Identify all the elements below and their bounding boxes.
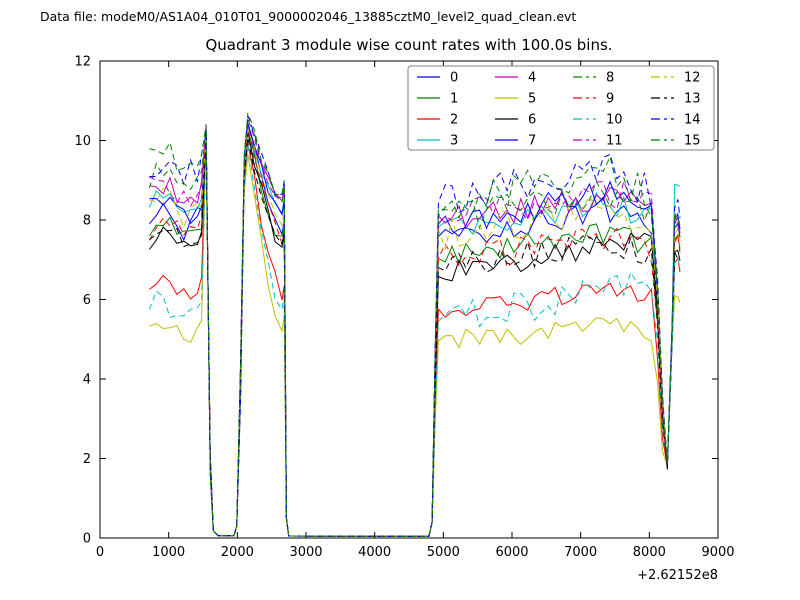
x-tick-label-6000: 6000 [495,545,528,560]
legend-label-12: 12 [684,71,701,86]
legend-label-2: 2 [450,113,458,128]
legend-label-0: 0 [450,71,458,86]
legend-label-10: 10 [606,113,623,128]
y-tick-label-12: 12 [74,55,91,70]
y-tick-label-10: 10 [74,134,91,149]
x-tick-label-9000: 9000 [701,545,734,560]
legend-label-9: 9 [606,92,614,107]
series-line-15 [149,112,681,537]
x-tick-label-5000: 5000 [427,545,460,560]
legend-label-4: 4 [528,71,536,86]
y-tick-label-4: 4 [83,373,91,388]
legend-box [407,65,715,151]
data-file-header: Data file: modeM0/AS1A04_010T01_90000020… [40,9,576,24]
y-tick-label-6: 6 [83,293,91,308]
y-tick-label-0: 0 [83,532,91,547]
x-tick-label-8000: 8000 [633,545,666,560]
legend-label-1: 1 [450,92,458,107]
series-line-14 [149,115,681,537]
legend-label-5: 5 [528,92,536,107]
x-tick-label-3000: 3000 [289,545,322,560]
series-lines [148,112,681,537]
legend-label-11: 11 [606,134,623,149]
legend-label-7: 7 [528,134,536,149]
legend-label-13: 13 [684,92,701,107]
chart-title: Quadrant 3 module wise count rates with … [205,36,612,54]
legend-label-3: 3 [450,134,458,149]
x-tick-label-4000: 4000 [358,545,391,560]
x-axis-offset-label: +2.62152e8 [637,568,718,583]
y-tick-label-8: 8 [83,214,91,229]
series-line-13 [149,136,681,537]
legend-label-6: 6 [528,113,536,128]
legend-label-14: 14 [684,113,701,128]
y-tick-label-2: 2 [83,452,91,467]
x-tick-label-7000: 7000 [564,545,597,560]
x-tick-label-2000: 2000 [221,545,254,560]
series-line-11 [149,118,681,537]
legend-label-8: 8 [606,71,614,86]
x-tick-label-0: 0 [96,545,104,560]
axis-ticks: 0 1000 2000 3000 4000 5000 6000 7000 8000 9000 0 2 4… [74,55,734,561]
legend-label-15: 15 [684,134,701,149]
x-tick-label-1000: 1000 [152,545,185,560]
series-line-9 [148,128,681,537]
